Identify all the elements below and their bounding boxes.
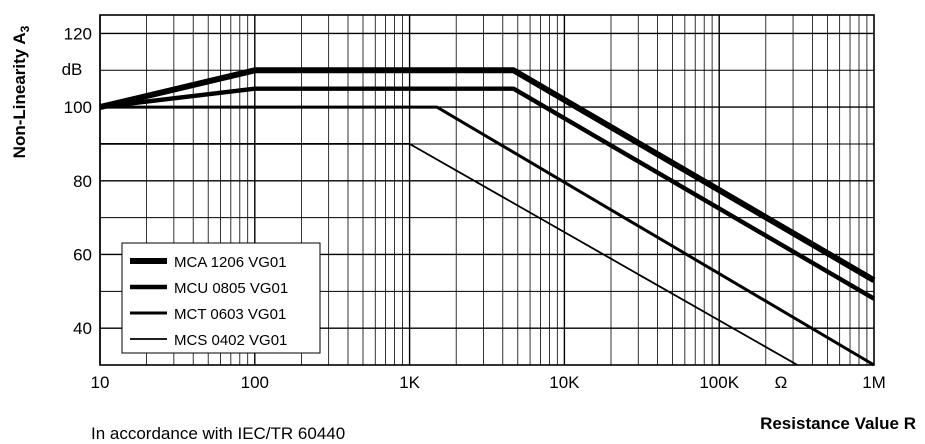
footnote: In accordance with IEC/TR 60440	[91, 424, 345, 443]
series-layer	[99, 67, 876, 367]
grid	[99, 15, 874, 365]
y-tick-label: 120	[64, 24, 92, 43]
series-line-mca-1206-vg01	[99, 67, 876, 283]
y-tick-label: 80	[73, 172, 92, 191]
y-tick-label: 60	[73, 245, 92, 264]
y-tick-label: 100	[64, 98, 92, 117]
y-axis-label-main: Non-Linearity A	[10, 32, 29, 158]
x-tick-label: 1K	[399, 373, 420, 392]
x-tick-label: 10	[91, 373, 110, 392]
legend-label: MCS 0402 VG01	[174, 332, 287, 349]
series-line-mcs-0402-vg01	[100, 142, 798, 366]
x-tick-label: 10K	[549, 373, 580, 392]
x-tick-label: 100	[241, 373, 269, 392]
x-axis-label: Resistance Value R	[760, 414, 916, 433]
x-tick-label: 1M	[862, 373, 886, 392]
y-tick-label: 40	[73, 319, 92, 338]
y-axis-label: Non-Linearity A3	[10, 25, 32, 158]
tick-labels: 10 100 1K 10K 100K 1M 40 60 80 100 120	[64, 24, 886, 392]
legend: MCA 1206 VG01 MCU 0805 VG01 MCT 0603 VG01 M…	[121, 242, 321, 354]
series-line-mct-0603-vg01	[100, 105, 875, 367]
legend-label: MCU 0805 VG01	[174, 280, 288, 297]
plot-frame	[99, 14, 875, 366]
legend-label: MCT 0603 VG01	[174, 306, 286, 323]
legend-label: MCA 1206 VG01	[174, 254, 287, 271]
x-tick-label: 100K	[699, 373, 739, 392]
y-unit: dB	[62, 60, 83, 79]
y-axis-label-subscript: 3	[18, 25, 32, 32]
series-line-mcu-0805-vg01	[99, 86, 876, 301]
x-unit: Ω	[775, 373, 788, 392]
